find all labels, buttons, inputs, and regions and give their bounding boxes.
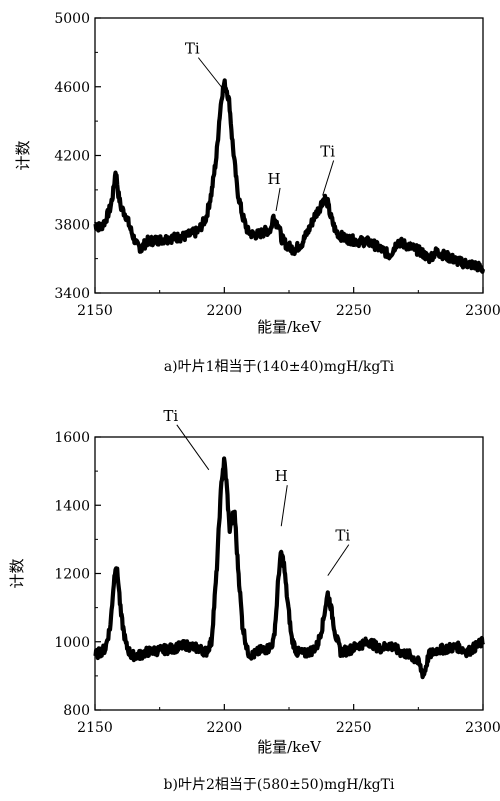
panel-a-y-axis-label: 计数: [14, 140, 32, 170]
panel-b-y-tick-label: 1600: [54, 430, 90, 446]
panel-a-caption: a)叶片1相当于(140±40)mgH/kgTi: [164, 359, 395, 375]
panel-b-annotation-leader: [176, 424, 210, 471]
panel-b-y-tick-label: 1000: [54, 635, 90, 651]
panel-b-x-tick-label: 2200: [207, 720, 243, 736]
panel-b-caption: b)叶片2相当于(580±50)mgH/kgTi: [164, 777, 395, 793]
panel-b-x-tick-label: 2250: [336, 720, 372, 736]
panel-a-x-tick-label: 2200: [207, 303, 243, 319]
panel-b-x-axis-label: 能量/keV: [257, 738, 322, 756]
panel-a-x-axis-label: 能量/keV: [257, 318, 322, 336]
panel-b-y-tick-label: 800: [63, 703, 90, 719]
panel-a-x-tick-label: 2300: [465, 303, 500, 319]
panel-a-y-tick-label: 3800: [54, 217, 90, 233]
panel-a-annotation-leader: [322, 160, 335, 196]
panel-b-x-tick-label: 2300: [465, 720, 500, 736]
panel-a-x-tick-label: 2250: [336, 303, 372, 319]
panel-a-spectrum-line: [94, 80, 484, 272]
panel-b-annotation-ti-peak: Ti: [335, 527, 350, 545]
panel-a-annotation-ti-peak: Ti: [185, 40, 200, 58]
panel-a-annotation-leader: [275, 187, 281, 212]
panel-a-annotation-leader: [197, 57, 225, 91]
panel-b-y-tick-label: 1200: [54, 567, 90, 583]
panel-b-x-tick-label: 2150: [77, 720, 113, 736]
panel-a-x-tick-label: 2150: [77, 303, 113, 319]
panel-b-y-axis-label: 计数: [8, 558, 26, 588]
panel-a-y-tick-label: 4600: [54, 80, 90, 96]
panel-b-annotation-leader: [280, 485, 288, 527]
panel-a-y-tick-label: 5000: [54, 11, 90, 27]
panel-b-spectrum-line: [94, 458, 484, 678]
panel-b-annotation-h-peak: H: [275, 467, 288, 485]
panel-a-annotation-h-peak: H: [268, 170, 281, 188]
panel-a-annotation-ti-peak: Ti: [320, 142, 335, 160]
panel-a-y-tick-label: 4200: [54, 149, 90, 165]
panel-a-y-tick-label: 3400: [54, 286, 90, 302]
panel-b-y-tick-label: 1400: [54, 498, 90, 514]
panel-b-annotation-leader: [327, 544, 350, 576]
panel-b-annotation-ti-peak: Ti: [163, 407, 178, 425]
